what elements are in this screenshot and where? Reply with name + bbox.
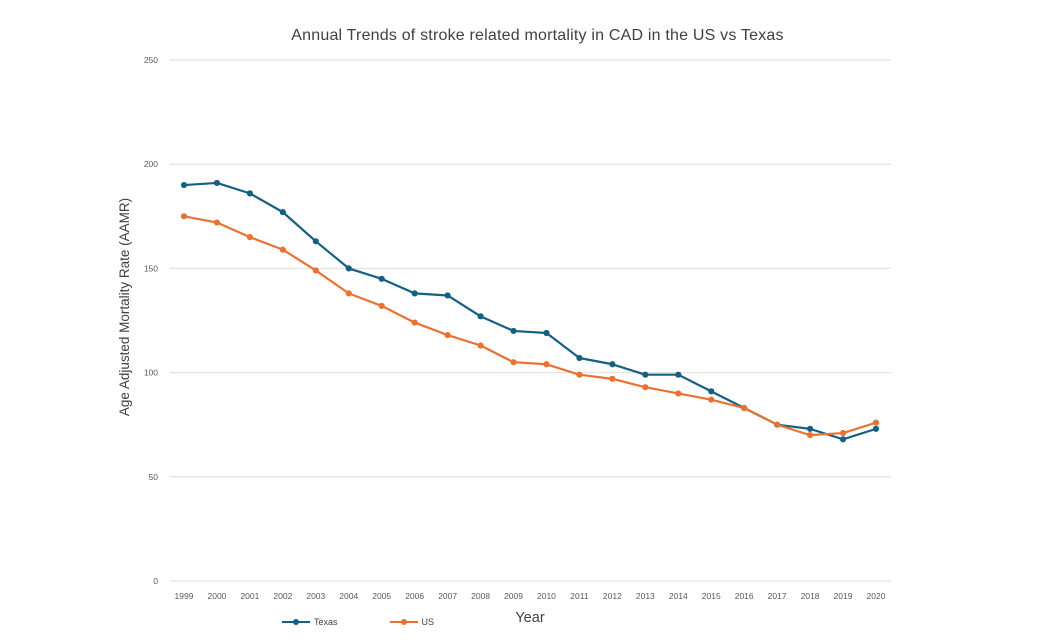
legend-label-texas: Texas xyxy=(314,617,338,627)
svg-text:2015: 2015 xyxy=(702,591,721,601)
svg-text:2010: 2010 xyxy=(537,591,556,601)
x-axis-label: Year xyxy=(515,610,545,626)
legend-item-texas: Texas xyxy=(282,617,338,627)
svg-text:2013: 2013 xyxy=(636,591,655,601)
texas-series-marker-icon xyxy=(282,618,310,626)
svg-text:200: 200 xyxy=(144,159,158,169)
svg-text:2005: 2005 xyxy=(372,591,391,601)
svg-text:0: 0 xyxy=(153,576,158,586)
chart-title: Annual Trends of stroke related mortalit… xyxy=(291,27,784,44)
svg-text:250: 250 xyxy=(144,55,158,65)
legend-item-us: US xyxy=(389,617,435,627)
svg-text:2018: 2018 xyxy=(801,591,820,601)
svg-text:2004: 2004 xyxy=(339,591,358,601)
svg-text:100: 100 xyxy=(144,368,158,378)
chart-legend: Texas US xyxy=(282,617,434,627)
svg-text:2008: 2008 xyxy=(471,591,490,601)
svg-text:2019: 2019 xyxy=(834,591,853,601)
svg-text:2020: 2020 xyxy=(867,591,886,601)
us-series-marker-icon xyxy=(389,618,418,626)
svg-text:2009: 2009 xyxy=(504,591,523,601)
svg-text:2014: 2014 xyxy=(669,591,688,601)
svg-text:2000: 2000 xyxy=(207,591,226,601)
svg-text:2016: 2016 xyxy=(735,591,754,601)
svg-text:1999: 1999 xyxy=(175,591,194,601)
svg-text:2012: 2012 xyxy=(603,591,622,601)
svg-text:150: 150 xyxy=(144,263,158,273)
svg-text:2002: 2002 xyxy=(273,591,292,601)
svg-text:2007: 2007 xyxy=(438,591,457,601)
svg-text:2011: 2011 xyxy=(570,591,589,601)
legend-label-us: US xyxy=(421,617,435,627)
svg-text:2006: 2006 xyxy=(405,591,424,601)
svg-text:2003: 2003 xyxy=(306,591,325,601)
svg-text:2001: 2001 xyxy=(240,591,259,601)
svg-text:2017: 2017 xyxy=(768,591,787,601)
svg-text:50: 50 xyxy=(149,472,159,482)
